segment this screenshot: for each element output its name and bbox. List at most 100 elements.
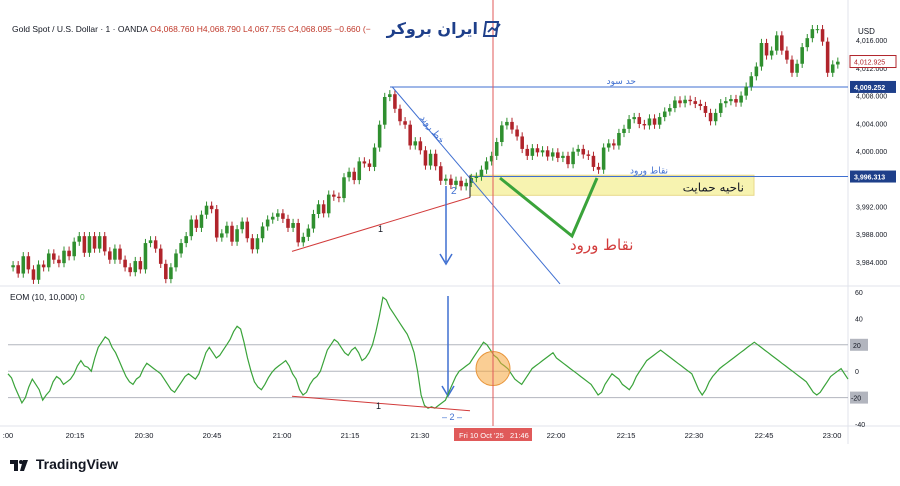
candle-body	[474, 176, 479, 178]
entry-v-arrow	[499, 176, 599, 239]
candle-body	[184, 236, 188, 244]
candle-body	[41, 264, 46, 268]
candle-body	[780, 35, 784, 51]
last-price-label: 4,012.925	[854, 60, 885, 67]
candle-body	[372, 147, 377, 167]
last-price-badge	[849, 55, 897, 69]
eom-level-badge	[850, 338, 868, 351]
time-tick-label: 21:30	[411, 431, 430, 440]
candle-body	[423, 150, 428, 166]
candle-body	[123, 259, 127, 268]
candle-body	[72, 241, 76, 257]
candle-body	[790, 59, 794, 73]
candle-body	[754, 66, 759, 77]
crosshair-time-label: 21:46	[510, 431, 529, 440]
candle-body	[16, 265, 20, 274]
candle-body	[225, 225, 229, 234]
time-tick-label: 22:00	[547, 431, 566, 440]
candle-body	[113, 248, 117, 260]
candle-body	[357, 161, 362, 181]
candle-body	[708, 112, 713, 122]
candle-body	[393, 94, 397, 109]
candle-body	[92, 236, 97, 249]
candle-body	[46, 253, 51, 268]
candle-body	[729, 99, 733, 102]
candle-body	[713, 112, 718, 122]
candle-body	[642, 124, 647, 126]
price-tick-label: 4,000.000	[856, 149, 887, 156]
candle-body	[281, 213, 285, 219]
candle-body	[749, 76, 754, 87]
candle-body	[830, 64, 835, 73]
candle-body	[820, 29, 825, 42]
candle-body	[408, 124, 412, 146]
candle-body	[433, 153, 438, 167]
candle-body	[291, 223, 295, 228]
eom-tick-label: 60	[855, 290, 863, 297]
candle-body	[785, 50, 789, 60]
price-tick-label: 4,008.000	[856, 94, 887, 101]
candle-body	[174, 253, 178, 268]
candle-body	[362, 161, 367, 164]
candle-body	[276, 213, 280, 217]
eom-series-line	[7, 296, 849, 409]
trendline	[391, 86, 561, 285]
candle-body	[515, 129, 519, 137]
candle-body	[494, 142, 499, 156]
candle-body	[825, 41, 830, 73]
tradingview-logo-icon	[10, 460, 28, 472]
point-2-label: 2	[451, 186, 457, 197]
candle-body	[759, 43, 764, 67]
candle-body	[550, 152, 555, 157]
candle-body	[805, 38, 810, 48]
candle-body	[326, 194, 331, 214]
divergence-label-eom-1: 1	[376, 401, 381, 411]
candle-body	[270, 216, 275, 220]
candle-body	[596, 166, 601, 170]
candle-body	[688, 99, 692, 102]
candle-body	[413, 141, 418, 146]
candle-body	[764, 43, 769, 56]
candle-body	[744, 86, 748, 96]
candle-body	[571, 151, 575, 165]
candle-body	[250, 238, 255, 250]
candle-body	[148, 240, 153, 244]
candle-body	[321, 204, 326, 214]
tradingview-logo[interactable]: TradingView	[10, 456, 118, 472]
indicator-label: EOM (10, 10,000)	[10, 292, 78, 302]
candle-body	[199, 214, 204, 228]
candle-body	[169, 267, 173, 280]
brand-logo-icon	[482, 21, 500, 37]
candle-body	[647, 118, 652, 126]
candle-body	[612, 143, 616, 146]
candle-body	[683, 99, 687, 104]
candle-body	[235, 229, 239, 242]
time-tick-label: :00	[3, 431, 13, 440]
candle-body	[194, 219, 199, 228]
candle-body	[220, 233, 224, 238]
indicator-legend[interactable]: EOM (10, 10,000) 0	[10, 292, 85, 302]
ohlc-readout: O4,068.760 H4,068.790 L4,067.755 C4,068.…	[149, 24, 371, 34]
candle-body	[454, 180, 458, 185]
level-price-badge	[850, 80, 896, 93]
candle-body	[26, 256, 31, 270]
crosshair-time-badge	[454, 428, 532, 441]
candle-body	[189, 219, 194, 237]
candle-body	[525, 148, 530, 156]
price-tick-label: 3,984.000	[856, 260, 887, 267]
divergence-label-eom-2: – 2 –	[442, 412, 462, 422]
candle-body	[306, 228, 311, 237]
candle-body	[352, 171, 356, 181]
symbol-title: Gold Spot / U.S. Dollar · 1 · OANDA	[12, 24, 148, 34]
candle-body	[459, 180, 463, 187]
candle-body	[591, 155, 596, 167]
candle-body	[815, 29, 820, 31]
candle-body	[484, 161, 489, 170]
divergence-line-price	[291, 196, 471, 252]
candle-body	[52, 253, 56, 260]
candle-body	[36, 264, 41, 280]
candle-body	[108, 251, 112, 260]
candle-body	[627, 119, 631, 129]
